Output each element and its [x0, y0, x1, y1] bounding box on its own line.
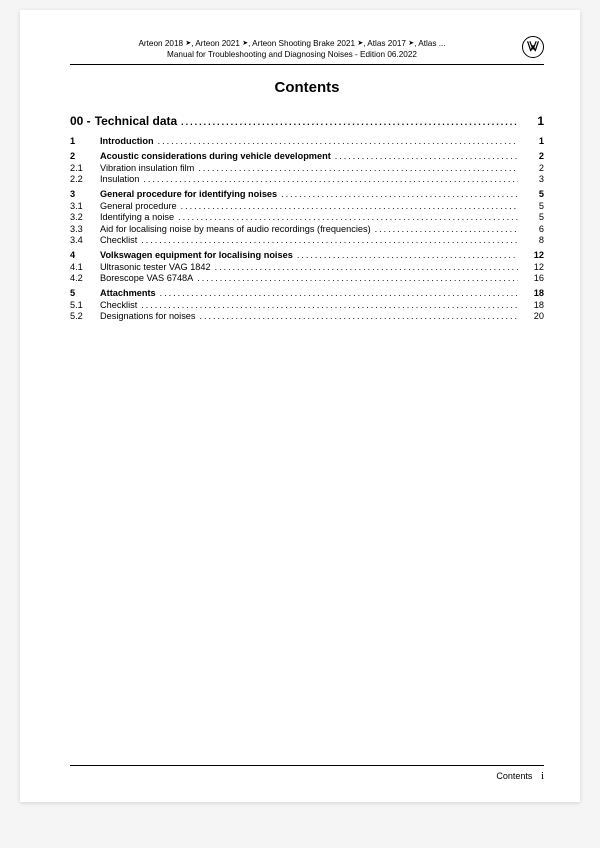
page-footer: Contents i — [70, 765, 544, 782]
toc-leader: ........................................… — [197, 273, 518, 283]
toc-row: 2.2Insulation...........................… — [70, 174, 544, 184]
toc-leader: ........................................… — [143, 174, 518, 184]
toc-row: 3.1General procedure....................… — [70, 201, 544, 211]
footer-label: Contents — [496, 771, 532, 781]
toc-section-label: Technical data — [95, 114, 177, 128]
page-header: Arteon 2018 ➤, Arteon 2021 ➤, Arteon Sho… — [70, 38, 544, 65]
toc-entry-label: Insulation — [100, 174, 139, 184]
toc-leader: ........................................… — [297, 250, 518, 260]
toc-row: 4.2Borescope VAS 6748A..................… — [70, 273, 544, 283]
toc-entry-label: General procedure — [100, 201, 177, 211]
toc-entry-label: Attachments — [100, 288, 156, 298]
toc-row: 2.1Vibration insulation film............… — [70, 163, 544, 173]
toc-group: 2Acoustic considerations during vehicle … — [70, 151, 544, 184]
toc-leader: ........................................… — [160, 288, 518, 298]
toc-entry-num: 4 — [70, 250, 100, 260]
toc-entry-label: Volkswagen equipment for localising nois… — [100, 250, 293, 260]
toc-entry-page: 5 — [522, 212, 544, 222]
toc-entry-page: 5 — [522, 201, 544, 211]
toc-row: 3General procedure for identifying noise… — [70, 189, 544, 199]
toc-leader: ........................................… — [158, 136, 518, 146]
toc-section-heading: 00 - Technical data ....................… — [70, 114, 544, 128]
toc-section-page: 1 — [522, 114, 544, 128]
toc-entry-label: Designations for noises — [100, 311, 196, 321]
footer-page-number: i — [541, 770, 544, 782]
toc-row: 2Acoustic considerations during vehicle … — [70, 151, 544, 161]
toc-leader: ........................................… — [181, 201, 518, 211]
toc-entry-num: 5.1 — [70, 300, 100, 310]
toc-leader: ........................................… — [200, 311, 519, 321]
toc-entry-num: 4.2 — [70, 273, 100, 283]
toc-entry-label: General procedure for identifying noises — [100, 189, 277, 199]
table-of-contents: 00 - Technical data ....................… — [70, 114, 544, 326]
toc-entry-num: 3.2 — [70, 212, 100, 222]
toc-leader: ........................................… — [141, 235, 518, 245]
toc-group: 4Volkswagen equipment for localising noi… — [70, 250, 544, 283]
toc-leader: ........................................… — [375, 224, 518, 234]
toc-row: 5.1Checklist............................… — [70, 300, 544, 310]
toc-entry-page: 5 — [522, 189, 544, 199]
toc-entry-page: 20 — [522, 311, 544, 321]
toc-group: 1Introduction...........................… — [70, 136, 544, 146]
toc-entry-num: 3.3 — [70, 224, 100, 234]
toc-entry-page: 1 — [522, 136, 544, 146]
toc-row: 5Attachments............................… — [70, 288, 544, 298]
toc-row: 1Introduction...........................… — [70, 136, 544, 146]
toc-row: 3.3Aid for localising noise by means of … — [70, 224, 544, 234]
toc-entry-page: 3 — [522, 174, 544, 184]
toc-entry-page: 12 — [522, 262, 544, 272]
toc-entry-label: Checklist — [100, 300, 137, 310]
toc-row: 5.2Designations for noises..............… — [70, 311, 544, 321]
toc-entry-num: 4.1 — [70, 262, 100, 272]
toc-entry-page: 18 — [522, 288, 544, 298]
toc-entry-page: 12 — [522, 250, 544, 260]
header-line2: Manual for Troubleshooting and Diagnosin… — [70, 49, 514, 60]
toc-entry-label: Vibration insulation film — [100, 163, 194, 173]
header-line1: Arteon 2018 ➤, Arteon 2021 ➤, Arteon Sho… — [70, 38, 514, 49]
toc-entry-num: 3.1 — [70, 201, 100, 211]
toc-entry-label: Acoustic considerations during vehicle d… — [100, 151, 331, 161]
toc-entry-page: 8 — [522, 235, 544, 245]
toc-entry-label: Aid for localising noise by means of aud… — [100, 224, 371, 234]
toc-entry-num: 2.1 — [70, 163, 100, 173]
toc-entry-label: Introduction — [100, 136, 154, 146]
toc-entry-page: 2 — [522, 163, 544, 173]
toc-group: 3General procedure for identifying noise… — [70, 189, 544, 245]
toc-entry-num: 3.4 — [70, 235, 100, 245]
header-text: Arteon 2018 ➤, Arteon 2021 ➤, Arteon Sho… — [70, 38, 514, 60]
toc-leader: ........................................… — [198, 163, 518, 173]
toc-entry-num: 3 — [70, 189, 100, 199]
toc-leader: ........................................… — [181, 117, 518, 127]
toc-entry-page: 18 — [522, 300, 544, 310]
toc-entry-num: 5 — [70, 288, 100, 298]
toc-entry-label: Ultrasonic tester VAG 1842 — [100, 262, 211, 272]
toc-entry-page: 2 — [522, 151, 544, 161]
toc-entry-page: 6 — [522, 224, 544, 234]
toc-entry-label: Borescope VAS 6748A — [100, 273, 193, 283]
toc-entry-num: 5.2 — [70, 311, 100, 321]
page-title: Contents — [70, 79, 544, 96]
toc-leader: ........................................… — [141, 300, 518, 310]
toc-entry-label: Checklist — [100, 235, 137, 245]
document-page: Arteon 2018 ➤, Arteon 2021 ➤, Arteon Sho… — [20, 10, 580, 802]
toc-leader: ........................................… — [215, 262, 518, 272]
toc-row: 3.2Identifying a noise..................… — [70, 212, 544, 222]
toc-entry-num: 1 — [70, 136, 100, 146]
toc-entry-num: 2.2 — [70, 174, 100, 184]
toc-entry-page: 16 — [522, 273, 544, 283]
vw-logo-icon — [522, 36, 544, 58]
toc-leader: ........................................… — [335, 151, 518, 161]
toc-entry-num: 2 — [70, 151, 100, 161]
toc-leader: ........................................… — [281, 189, 518, 199]
toc-row: 4Volkswagen equipment for localising noi… — [70, 250, 544, 260]
toc-section-num: 00 - — [70, 114, 91, 128]
toc-entry-label: Identifying a noise — [100, 212, 174, 222]
toc-row: 3.4Checklist............................… — [70, 235, 544, 245]
toc-row: 4.1Ultrasonic tester VAG 1842...........… — [70, 262, 544, 272]
toc-leader: ........................................… — [178, 212, 518, 222]
toc-group: 5Attachments............................… — [70, 288, 544, 321]
